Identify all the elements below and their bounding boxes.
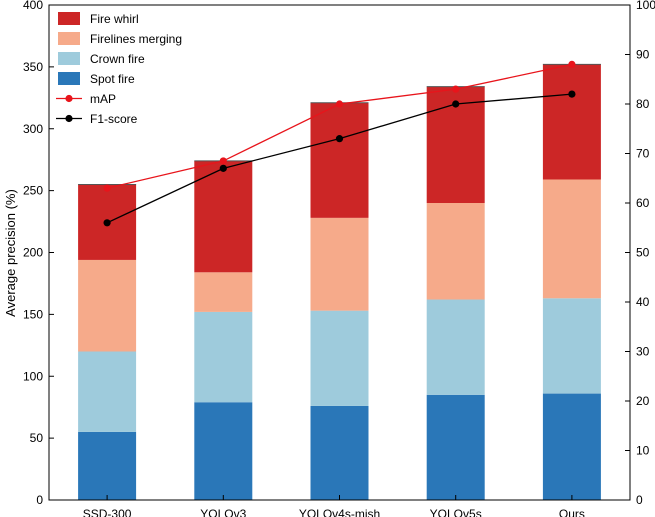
bar-crown-fire-ssd-300 [78,351,137,432]
point-f1-score-ssd-300 [103,219,111,227]
y-tick-label: 350 [23,60,43,74]
legend-marker-f1-score [65,114,73,123]
bar-crown-fire-yolov3 [194,311,253,403]
bar-crown-fire-ours [542,298,601,394]
point-map-yolov3 [219,157,227,165]
y-axis-title: Average precision (%) [3,189,18,317]
y2-tick-label: 30 [636,345,650,359]
point-map-ours [568,60,576,68]
legend-label-firelines-merging: Firelines merging [90,32,182,46]
legend-label-spot-fire: Spot fire [90,72,135,86]
y2-tick-label: 100 [636,0,655,12]
y2-tick-label: 50 [636,246,650,260]
point-f1-score-ours [568,90,576,98]
bar-firelines-merging-yolov5s [426,203,485,300]
bars-layer [78,63,601,500]
bar-spot-fire-ours [542,393,601,500]
legend-swatch-spot-fire [58,72,80,85]
bar-fire-whirl-yolov4s-mish [310,102,369,218]
x-tick-label: SSD-300 [83,507,132,517]
legend-swatch-fire-whirl [58,12,80,25]
y-tick-label: 0 [36,493,43,507]
bar-firelines-merging-ours [542,179,601,299]
bar-spot-fire-yolov4s-mish [310,405,369,500]
y2-tick-label: 80 [636,97,650,111]
point-f1-score-yolov4s-mish [335,135,344,143]
y2-tick-label: 90 [636,48,650,62]
legend-swatch-crown-fire [58,52,80,65]
legend-label-crown-fire: Crown fire [90,52,145,66]
point-map-yolov5s [452,85,460,93]
y-tick-label: 400 [23,0,43,12]
bar-spot-fire-ssd-300 [78,431,137,500]
bar-spot-fire-yolov3 [194,402,253,500]
legend-marker-map [65,94,73,103]
y2-tick-label: 40 [636,295,650,309]
y-tick-label: 100 [23,369,43,383]
bar-spot-fire-yolov5s [426,394,485,500]
x-tick-label: YOLOv5s [430,507,482,517]
bar-firelines-merging-ssd-300 [78,259,137,352]
y-tick-label: 200 [23,246,43,260]
bar-fire-whirl-yolov3 [194,160,253,273]
y2-tick-label: 60 [636,196,650,210]
x-tick-label: YOLOv4s-mish [299,507,380,517]
y-tick-label: 300 [23,122,43,136]
bar-crown-fire-yolov5s [426,299,485,395]
legend-label-map: mAP [90,92,116,106]
legend-swatch-firelines-merging [58,32,80,45]
y-tick-label: 250 [23,184,43,198]
y2-tick-label: 0 [636,493,643,507]
bar-fire-whirl-ours [542,64,601,180]
bar-firelines-merging-yolov4s-mish [310,217,369,311]
bar-crown-fire-yolov4s-mish [310,310,369,406]
point-f1-score-yolov5s [452,100,460,108]
x-tick-label: YOLOv3 [200,507,246,517]
legend-label-f1-score: F1-score [90,112,138,126]
axes-layer: 0 50 100 150 200 250 300 350 400 0 10 20 30 40 50 60 70 8… [23,0,655,517]
y-tick-label: 50 [30,431,44,445]
y2-tick-label: 10 [636,444,650,458]
point-map-ssd-300 [103,184,111,192]
bar-firelines-merging-yolov3 [194,272,253,312]
legend: Fire whirl Firelines merging Crown fire Spo… [56,12,182,126]
point-f1-score-yolov3 [219,164,227,172]
y2-tick-label: 70 [636,147,650,161]
y-tick-label: 150 [23,307,43,321]
x-tick-label: Ours [559,507,585,517]
y2-tick-label: 20 [636,394,650,408]
legend-label-fire-whirl: Fire whirl [90,12,139,26]
point-map-yolov4s-mish [335,100,344,108]
lines-layer [103,60,576,227]
